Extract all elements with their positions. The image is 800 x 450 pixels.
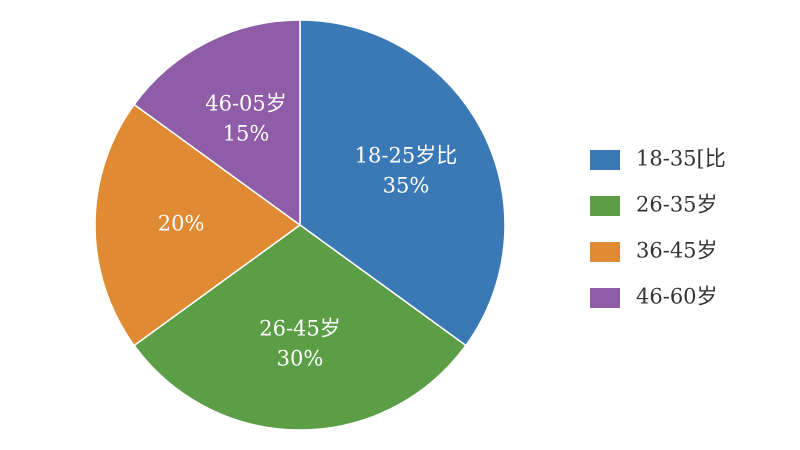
legend-swatch <box>590 196 620 216</box>
legend-swatch <box>590 150 620 170</box>
legend-label: 46-60岁 <box>636 285 718 309</box>
value-label: 15% <box>223 122 270 146</box>
legend-swatch <box>590 288 620 308</box>
value-label: 30% <box>277 346 324 370</box>
pie-slice <box>133 19 301 227</box>
pie-slice <box>133 224 467 431</box>
legend-label: 26-35岁 <box>636 193 718 217</box>
value-label: 35% <box>383 174 430 198</box>
value-label: 20% <box>158 212 205 236</box>
legend-label: 36-45岁 <box>636 239 718 263</box>
pie-slice <box>299 19 506 347</box>
slice-label: 26-45岁 <box>259 316 341 340</box>
slice-label: 18-25岁比 <box>355 144 458 168</box>
slice-label: 46-05岁 <box>205 92 287 116</box>
pie-slice <box>94 103 302 347</box>
legend-label: 18-35[比 <box>636 147 726 171</box>
legend-swatch <box>590 242 620 262</box>
